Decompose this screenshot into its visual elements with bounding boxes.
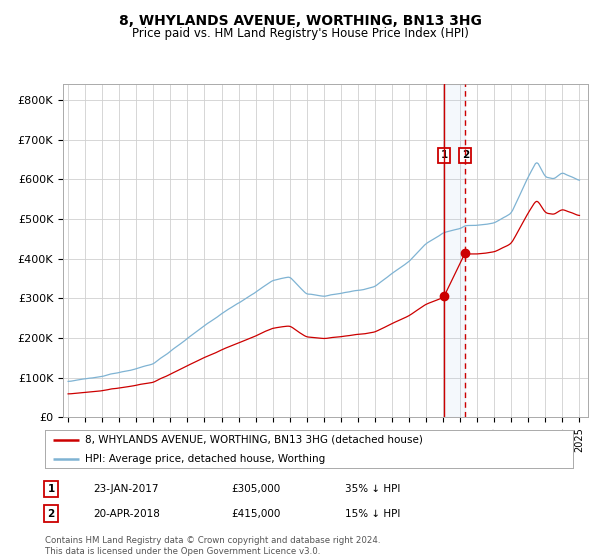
Text: £415,000: £415,000	[231, 508, 280, 519]
Text: HPI: Average price, detached house, Worthing: HPI: Average price, detached house, Wort…	[85, 454, 325, 464]
Text: 2: 2	[47, 508, 55, 519]
Text: 8, WHYLANDS AVENUE, WORTHING, BN13 3HG (detached house): 8, WHYLANDS AVENUE, WORTHING, BN13 3HG (…	[85, 435, 422, 445]
Text: Price paid vs. HM Land Registry's House Price Index (HPI): Price paid vs. HM Land Registry's House …	[131, 27, 469, 40]
Text: 20-APR-2018: 20-APR-2018	[93, 508, 160, 519]
Text: 15% ↓ HPI: 15% ↓ HPI	[345, 508, 400, 519]
Text: 23-JAN-2017: 23-JAN-2017	[93, 484, 158, 494]
Text: 8, WHYLANDS AVENUE, WORTHING, BN13 3HG: 8, WHYLANDS AVENUE, WORTHING, BN13 3HG	[119, 14, 481, 28]
Text: 1: 1	[47, 484, 55, 494]
Text: 2: 2	[461, 151, 469, 160]
Bar	[444, 84, 465, 417]
Text: £305,000: £305,000	[231, 484, 280, 494]
Text: 1: 1	[440, 151, 448, 160]
Text: Contains HM Land Registry data © Crown copyright and database right 2024.
This d: Contains HM Land Registry data © Crown c…	[45, 536, 380, 556]
Text: 35% ↓ HPI: 35% ↓ HPI	[345, 484, 400, 494]
